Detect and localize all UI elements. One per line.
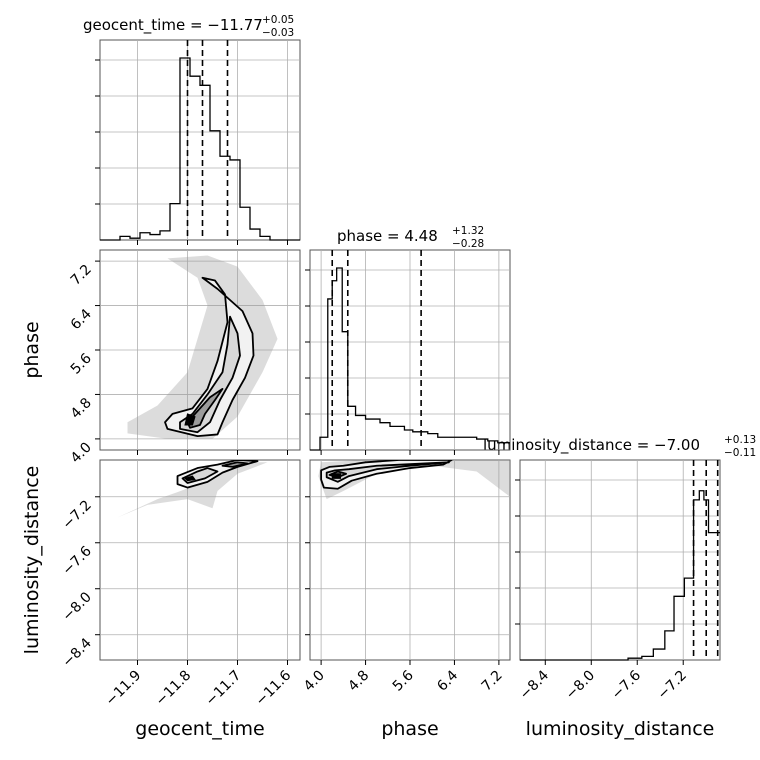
x-tick-label: −8.0 <box>563 668 598 703</box>
title-luminosity-distance-sup: +0.13 <box>724 434 756 446</box>
x-tick-label: −7.2 <box>655 668 690 703</box>
x-tick-label: −8.4 <box>517 667 552 702</box>
histogram-luminosity_distance-frame <box>519 459 721 661</box>
density-peak <box>331 473 342 479</box>
title-geocent-time: geocent_time = −11.77 <box>83 16 263 35</box>
x-tick-label: −11.6 <box>253 667 295 709</box>
x-axis-label-geocent-time: geocent_time <box>135 718 264 740</box>
scatter-cloud <box>127 255 278 439</box>
y-axis-label-phase: phase <box>21 321 43 378</box>
y-tick-label: −7.2 <box>59 497 94 532</box>
x-tick-label: −11.9 <box>103 668 145 710</box>
histogram-step-phase <box>310 267 510 451</box>
x-tick-label: −11.8 <box>153 668 195 710</box>
y-axis-label-luminosity-distance: luminosity_distance <box>21 466 43 655</box>
y-tick-label: 4.8 <box>68 395 95 422</box>
y-tick-label: 6.4 <box>68 306 95 333</box>
y-tick-label: 4.0 <box>68 439 95 466</box>
title-luminosity-distance: luminosity_distance = −7.00 <box>483 436 700 455</box>
contour-level <box>164 276 255 438</box>
contour-level <box>221 461 249 468</box>
title-phase-sub: −0.28 <box>452 238 484 250</box>
x-tick-label: 4.8 <box>345 668 372 695</box>
density-peak <box>184 475 196 482</box>
scatter-cloud <box>117 462 268 518</box>
x-tick-label: −11.7 <box>203 668 245 710</box>
contour-geocent_time-vs-phase-group <box>127 255 278 439</box>
title-geocent-time-sup: +0.05 <box>262 14 294 26</box>
x-tick-label: 4.0 <box>301 668 328 695</box>
x-tick-label: 5.6 <box>390 667 417 694</box>
title-phase-sup: +1.32 <box>452 225 484 237</box>
title-phase: phase = 4.48 <box>337 227 438 245</box>
density-peak <box>184 413 196 426</box>
contour-level <box>325 461 450 483</box>
x-axis-label-luminosity-distance: luminosity_distance <box>526 718 715 740</box>
y-tick-label: −8.0 <box>59 589 94 624</box>
contour-phase-vs-luminosity_distance-group <box>318 460 510 500</box>
x-axis-label-phase: phase <box>381 718 438 740</box>
x-tick-label: 7.2 <box>479 668 506 695</box>
histogram-step-geocent_time <box>100 57 300 241</box>
y-tick-label: −7.6 <box>59 543 94 578</box>
histogram-step-luminosity_distance <box>520 490 720 661</box>
x-tick-label: 6.4 <box>434 667 461 694</box>
contour-geocent_time-vs-luminosity_distance-frame <box>99 459 301 661</box>
histogram-geocent_time-frame <box>99 39 301 241</box>
y-tick-label: −8.4 <box>59 635 94 670</box>
contour-geocent_time-vs-luminosity_distance-group <box>117 460 268 518</box>
x-tick-label: −7.6 <box>609 667 644 702</box>
y-tick-label: 5.6 <box>68 350 95 377</box>
title-geocent-time-sub: −0.03 <box>262 27 294 39</box>
title-luminosity-distance-sub: −0.11 <box>724 447 756 459</box>
y-tick-label: 7.2 <box>68 262 95 289</box>
